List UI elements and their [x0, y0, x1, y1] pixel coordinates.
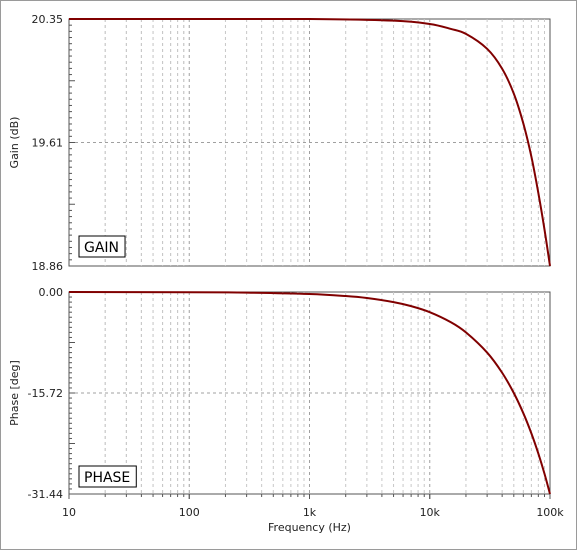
y-tick-label: -31.44 [28, 488, 63, 501]
phase-panel-label-text: PHASE [84, 470, 130, 486]
gain-panel: 20.35 19.61 18.86 GAIN Gain (dB) [8, 13, 551, 273]
x-tick-label: 10k [420, 506, 441, 519]
gain-series-line [68, 17, 551, 267]
y-tick-label: 18.86 [32, 260, 64, 273]
phase-y-axis-label: Phase [deg] [8, 360, 21, 426]
x-tick-labels: 10 100 1k 10k 100k [62, 494, 564, 519]
phase-series-line [68, 291, 551, 495]
x-tick-label: 10 [62, 506, 76, 519]
gain-y-ticks: 20.35 19.61 18.86 [32, 13, 64, 273]
gain-grid [69, 18, 550, 267]
gain-panel-label-text: GAIN [84, 240, 119, 256]
phase-grid [69, 291, 550, 495]
y-tick-label: -15.72 [28, 387, 63, 400]
phase-y-ticks: 0.00 -15.72 -31.44 [28, 286, 63, 501]
gain-panel-label: GAIN [78, 235, 126, 258]
x-axis-label: Frequency (Hz) [268, 521, 351, 534]
phase-panel: 0.00 -15.72 -31.44 PHASE Phase [deg] 10 100… [8, 286, 564, 534]
phase-panel-label: PHASE [78, 465, 137, 488]
x-tick-label: 100 [179, 506, 200, 519]
y-tick-label: 19.61 [32, 137, 64, 150]
x-tick-label: 100k [536, 506, 564, 519]
x-tick-label: 1k [303, 506, 317, 519]
y-tick-label: 20.35 [32, 13, 64, 26]
gain-y-axis-label: Gain (dB) [8, 117, 21, 169]
y-tick-label: 0.00 [39, 286, 64, 299]
